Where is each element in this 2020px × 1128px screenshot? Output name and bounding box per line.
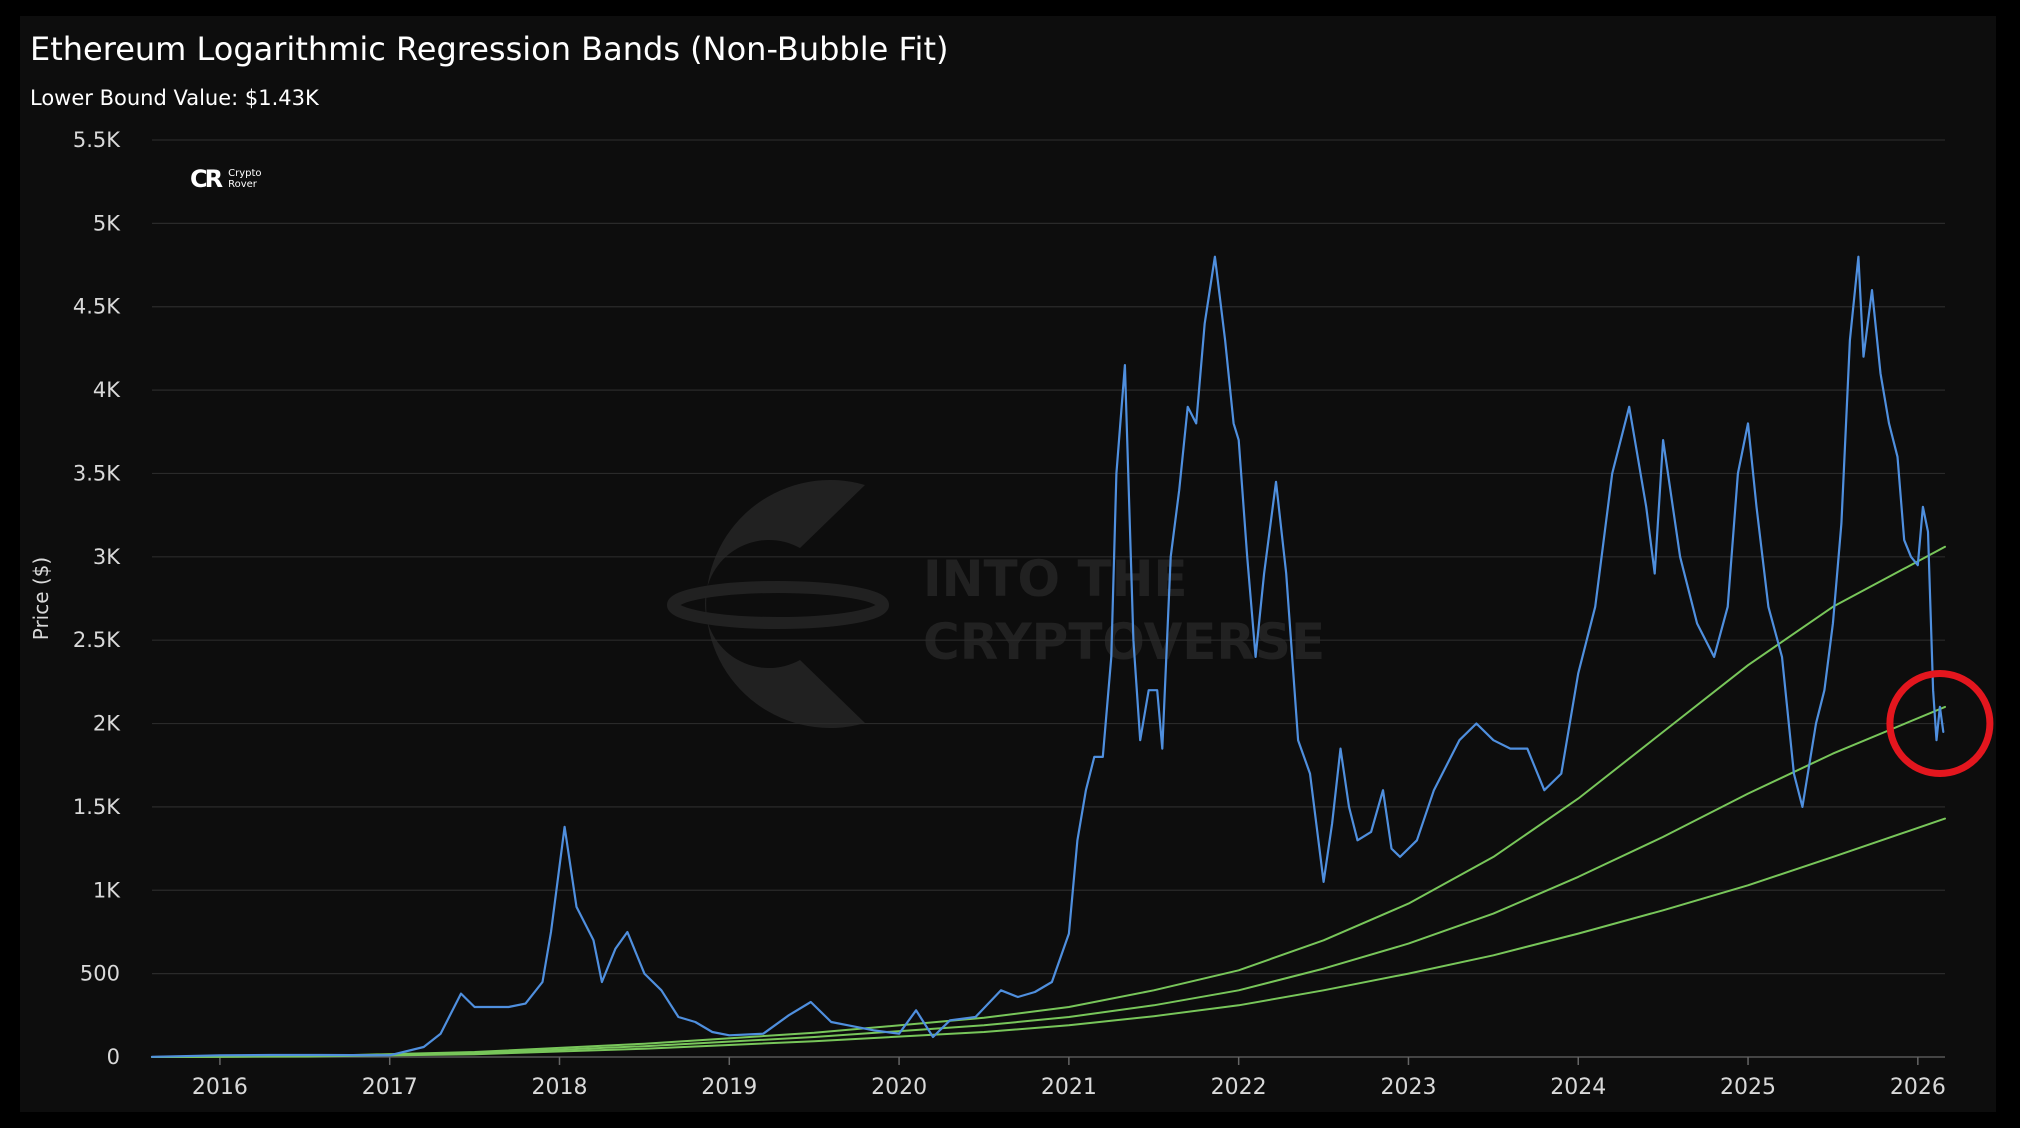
- watermark: INTO THE CRYPTOVERSE: [667, 480, 1325, 728]
- y-tick-label: 3.5K: [73, 461, 121, 485]
- y-tick-label: 0: [107, 1045, 120, 1069]
- watermark-ring-icon: [667, 581, 889, 629]
- x-tick-label: 2017: [362, 1075, 418, 1100]
- x-tick-label: 2026: [1890, 1075, 1946, 1100]
- crypto-rover-logo-icon: CR: [190, 165, 223, 193]
- y-tick-label: 5.5K: [73, 128, 121, 152]
- chart-frame: [20, 16, 1996, 1112]
- y-tick-label: 500: [80, 962, 120, 986]
- regression-middle-line: [151, 705, 1946, 1058]
- y-tick-label: 4.5K: [73, 295, 121, 319]
- x-axis-ticks: 2016 2017 2018 2019 2020 2021 2022 2023 2024 2025…: [192, 1057, 1946, 1100]
- grid-lines: [152, 139, 1945, 1058]
- y-tick-label: 1K: [93, 878, 121, 902]
- watermark-text-line2: CRYPTOVERSE: [923, 613, 1325, 671]
- chart-title: Ethereum Logarithmic Regression Bands (N…: [30, 30, 949, 68]
- lower-bound-value: Lower Bound Value: $1.43K: [30, 86, 319, 110]
- y-axis-label: Price ($): [29, 557, 53, 640]
- x-tick-label: 2016: [192, 1075, 248, 1100]
- brand-logo: CR Crypto Rover: [190, 165, 278, 193]
- y-tick-label: 1.5K: [73, 795, 121, 819]
- annotations: [1886, 670, 1994, 778]
- highlight-circle: [1886, 670, 1994, 778]
- brand-name: Crypto Rover: [228, 168, 262, 190]
- x-tick-label: 2018: [532, 1075, 588, 1100]
- x-tick-label: 2024: [1550, 1075, 1606, 1100]
- y-tick-label: 4K: [93, 378, 121, 402]
- y-tick-label: 5K: [93, 211, 121, 235]
- regression-lower-line: [151, 817, 1946, 1058]
- y-tick-label: 2K: [93, 712, 121, 736]
- y-axis-ticks: 0 500 1K 1.5K 2K 2.5K 3K 3.5K 4K 4.5K 5K 5.5K: [73, 128, 121, 1069]
- x-tick-label: 2020: [871, 1075, 927, 1100]
- price-line: [150, 255, 1945, 1058]
- series: [150, 255, 1946, 1058]
- x-tick-label: 2022: [1211, 1075, 1267, 1100]
- y-tick-label: 3K: [93, 545, 121, 569]
- watermark-text-line1: INTO THE: [923, 550, 1188, 608]
- x-tick-label: 2023: [1380, 1075, 1436, 1100]
- watermark-logo-icon: [705, 480, 865, 728]
- x-tick-label: 2025: [1720, 1075, 1776, 1100]
- x-tick-label: 2021: [1041, 1075, 1097, 1100]
- x-tick-label: 2019: [701, 1075, 757, 1100]
- y-tick-label: 2.5K: [73, 628, 121, 652]
- regression-upper-line: [151, 545, 1946, 1058]
